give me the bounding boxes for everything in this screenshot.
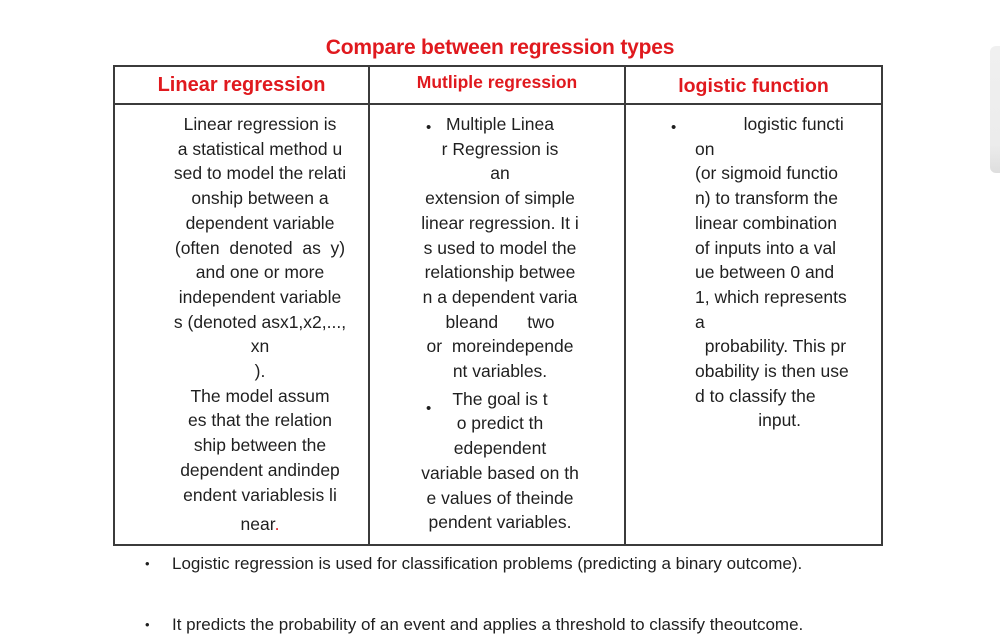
multiple-regression-bullet1-text: Multiple Linea r Regression is an extens…: [421, 114, 579, 382]
note-logistic-classification: • Logistic regression is used for classi…: [145, 554, 802, 574]
comparison-table: Linear regression Mutliple regression lo…: [113, 65, 883, 546]
bullet-icon: •: [426, 400, 432, 417]
bullet-icon: •: [671, 119, 677, 136]
note-text: It predicts the probability of an event …: [172, 615, 804, 634]
logistic-function-bullet1-text: logistic functi on (or sigmoid functio n…: [695, 114, 849, 431]
header-linear-regression: Linear regression: [113, 65, 370, 105]
bullet-icon: •: [145, 617, 150, 632]
scrollbar-thumb[interactable]: [990, 46, 1000, 173]
red-period: .: [274, 514, 280, 535]
linear-regression-text: Linear regression is a statistical metho…: [173, 114, 347, 505]
last-line-text: near: [240, 514, 275, 535]
cell-logistic-function: • logistic functi on (or sigmoid functio…: [624, 103, 883, 546]
bullet-icon: •: [426, 119, 432, 136]
note-text: Logistic regression is used for classifi…: [172, 554, 803, 573]
header-multiple-regression: Mutliple regression: [368, 65, 626, 105]
linear-regression-last-line: near.: [160, 512, 360, 537]
multiple-regression-bullet2-text: The goal is t o predict th edependent va…: [421, 388, 579, 533]
header-logistic-function: logistic function: [624, 65, 883, 105]
cell-multiple-regression: • Multiple Linea r Regression is an exte…: [368, 103, 626, 546]
bullet-icon: •: [145, 556, 150, 571]
page-title: Compare between regression types: [325, 36, 675, 59]
table-header-row: Linear regression Mutliple regression lo…: [113, 65, 883, 105]
note-probability-threshold: • It predicts the probability of an even…: [145, 615, 803, 635]
table-body-row: Linear regression is a statistical metho…: [113, 103, 883, 546]
cell-linear-regression: Linear regression is a statistical metho…: [113, 103, 370, 546]
